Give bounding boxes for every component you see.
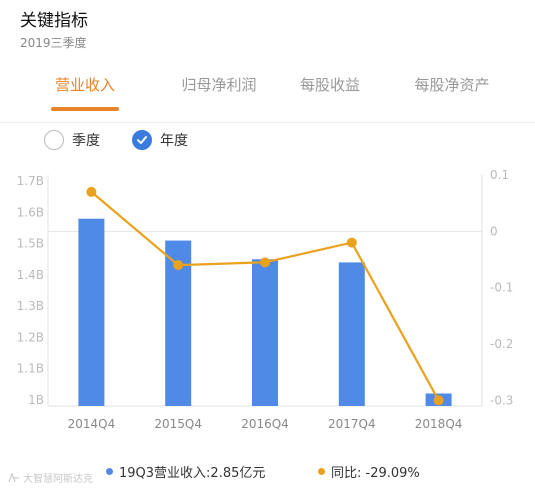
- y-right-tick-label: 0.1: [490, 168, 509, 182]
- x-tick-label: 2014Q4: [68, 417, 116, 431]
- bar: [252, 259, 278, 406]
- y-left-tick-label: 1B: [28, 393, 44, 407]
- yoy-point: [346, 237, 357, 248]
- divider: [0, 122, 535, 123]
- tab-bvps[interactable]: 每股净资产: [414, 76, 490, 94]
- y-right-tick-label: -0.3: [490, 393, 513, 407]
- yoy-point: [260, 257, 270, 268]
- checkmark-icon: [132, 130, 152, 150]
- y-left-tick-label: 1.2B: [17, 330, 44, 344]
- radio-unchecked-icon: [44, 130, 64, 150]
- yoy-point: [433, 395, 444, 406]
- y-left-tick-label: 1.7B: [17, 174, 44, 188]
- watermark-text: 大智慧阿斯达克: [23, 474, 93, 485]
- page-title: 关键指标: [20, 11, 88, 31]
- x-tick-label: 2016Q4: [241, 417, 289, 431]
- radio-annual-label: 年度: [160, 133, 188, 149]
- y-left-tick-label: 1.4B: [17, 268, 44, 282]
- legend-revenue-dot: [106, 468, 113, 475]
- yoy-point: [86, 186, 97, 197]
- tab-eps[interactable]: 每股收益: [299, 76, 361, 94]
- y-left-tick-label: 1.5B: [17, 237, 44, 251]
- legend-yoy-dot: [318, 468, 325, 475]
- y-right-tick-label: 0: [490, 224, 498, 238]
- radio-annual[interactable]: 年度: [132, 130, 188, 150]
- tab-revenue[interactable]: 营业收入: [54, 76, 116, 94]
- x-tick-label: 2018Q4: [415, 417, 463, 431]
- y-right-tick-label: -0.2: [490, 337, 513, 351]
- radio-quarterly[interactable]: 季度: [44, 130, 100, 150]
- x-tick-label: 2015Q4: [154, 417, 202, 431]
- chart-legend: 19Q3营业收入:2.85亿元 同比: -29.09%: [0, 462, 535, 482]
- revenue-chart: 1.7B 1.6B 1.5B 1.4B 1.3B 1.2B 1.1B 1B 0.1 0 -0.1 -0…: [17, 168, 514, 431]
- watermark-logo-icon: [8, 472, 19, 482]
- header: 关键指标 2019三季度: [20, 6, 88, 51]
- metric-tabs: 营业收入 归母净利润 每股收益 每股净资产: [0, 70, 535, 110]
- watermark: 大智慧阿斯达克: [8, 470, 93, 485]
- y-left-tick-label: 1.1B: [17, 362, 44, 376]
- legend-yoy: 同比: -29.09%: [318, 462, 420, 481]
- x-tick-label: 2017Q4: [328, 417, 376, 431]
- active-tab-indicator: [51, 107, 119, 111]
- page-subtitle: 2019三季度: [20, 36, 87, 50]
- legend-revenue: 19Q3营业收入:2.85亿元: [106, 462, 265, 481]
- y-right-tick-label: -0.1: [490, 281, 513, 295]
- bar: [78, 218, 105, 406]
- legend-revenue-label: 19Q3营业收入:2.85亿元: [119, 466, 266, 481]
- y-left-tick-label: 1.3B: [17, 299, 44, 313]
- radio-quarterly-label: 季度: [72, 133, 100, 149]
- tab-net-profit[interactable]: 归母净利润: [181, 76, 257, 94]
- legend-yoy-label: 同比: -29.09%: [331, 466, 420, 481]
- y-left-tick-label: 1.6B: [17, 205, 44, 219]
- bar: [338, 262, 365, 406]
- yoy-point: [173, 260, 184, 271]
